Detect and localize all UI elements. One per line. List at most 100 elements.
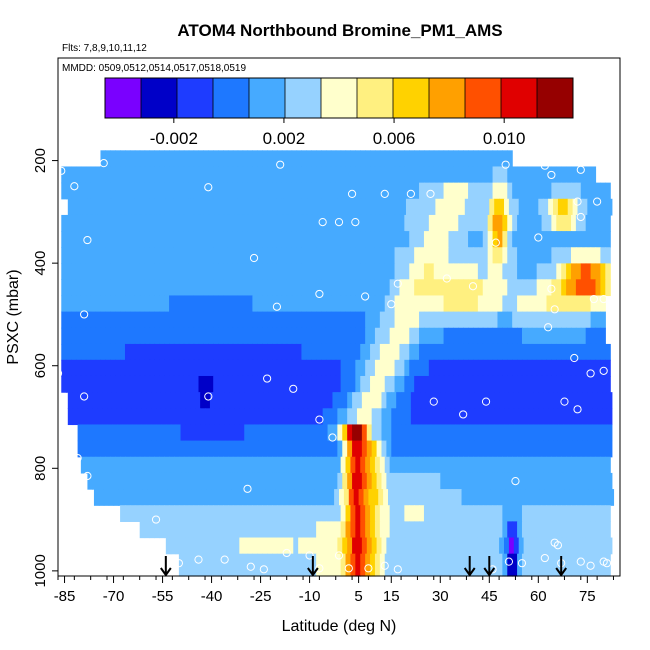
heatmap-cell [489,472,495,490]
heatmap-cell [218,279,224,297]
heatmap-cell [330,553,337,577]
heatmap-cell [526,456,533,474]
heatmap-cell [487,295,494,313]
heatmap-cell [267,247,273,265]
heatmap-cell [512,247,518,265]
heatmap-cell [409,521,415,539]
heatmap-cell [193,166,200,184]
heatmap-cell [111,440,118,458]
heatmap-cell [66,295,72,313]
heatmap-cell [428,295,435,313]
heatmap-cell [165,537,172,555]
heatmap-cell [276,166,283,184]
heatmap-cell [548,424,554,442]
heatmap-cell [224,424,231,442]
heatmap-cell [92,440,98,458]
heatmap-cell [451,489,458,506]
heatmap-cell [414,182,420,200]
heatmap-cell [448,311,454,329]
heatmap-cell [325,456,332,474]
heatmap-cell [419,247,425,265]
heatmap-cell [288,198,294,216]
heatmap-cell [438,263,445,280]
heatmap-cell [546,343,552,361]
heatmap-cell [321,343,327,361]
heatmap-cell [420,392,427,409]
heatmap-cell [307,198,314,216]
heatmap-cell [548,392,554,409]
heatmap-cell [499,537,505,555]
heatmap-cell [224,198,231,216]
heatmap-cell [410,408,417,426]
heatmap-cell [283,198,289,216]
heatmap-cell [428,279,435,297]
heatmap-cell [512,375,518,393]
heatmap-cell [317,537,324,555]
heatmap-cell [575,521,582,539]
heatmap-cell [317,440,324,458]
heatmap-cell [306,214,312,232]
heatmap-cell [154,521,160,539]
heatmap-cell [438,456,445,474]
heatmap-cell [234,392,240,409]
heatmap-cell [495,489,502,506]
heatmap-cell [223,150,229,168]
heatmap-cell [423,279,430,297]
heatmap-cell [533,198,539,216]
heatmap-cell [342,440,348,458]
heatmap-cell [306,247,312,265]
heatmap-cell [415,537,422,555]
heatmap-cell [146,424,152,442]
heatmap-cell [164,359,170,377]
heatmap-cell [229,472,236,490]
heatmap-cell [169,182,175,200]
heatmap-cell [301,214,307,232]
heatmap-cell [463,279,469,297]
heatmap-cell [322,537,329,555]
heatmap-cell [605,247,611,265]
heatmap-cell [533,392,539,409]
heatmap-cell [80,295,87,313]
heatmap-cell [577,472,584,490]
heatmap-cell [335,521,342,539]
heatmap-cell [278,424,285,442]
heatmap-cell [536,166,543,184]
heatmap-cell [198,295,204,313]
heatmap-cell [227,375,234,393]
heatmap-cell [205,472,211,490]
heatmap-cell [97,424,103,442]
heatmap-cell [316,343,322,361]
heatmap-cell [296,247,303,265]
heatmap-cell [203,263,209,280]
heatmap-cell [286,295,293,313]
colorbar-swatch [213,78,250,118]
heatmap-cell [459,392,466,409]
heatmap-cell [66,182,72,200]
heatmap-cell [477,263,484,280]
heatmap-cell [605,456,611,474]
heatmap-cell [213,521,219,539]
heatmap-cell [252,327,258,345]
heatmap-cell [252,231,258,248]
heatmap-cell [208,311,214,329]
heatmap-cell [595,295,601,313]
heatmap-cell [541,311,548,329]
heatmap-cell [595,247,601,265]
heatmap-cell [345,279,352,297]
heatmap-cell [556,263,562,280]
heatmap-cell [450,392,456,409]
heatmap-cell [322,472,329,490]
heatmap-cell [438,375,445,393]
heatmap-cell [487,263,494,280]
heatmap-cell [219,408,226,426]
heatmap-cell [105,263,111,280]
heatmap-cell [543,408,549,426]
heatmap-cell [428,263,435,280]
heatmap-cell [327,408,334,426]
heatmap-cell [517,553,523,577]
heatmap-cell [531,231,538,248]
heatmap-cell [61,247,67,265]
heatmap-cell [575,247,582,265]
heatmap-cell [428,553,435,577]
heatmap-cell [100,214,106,232]
